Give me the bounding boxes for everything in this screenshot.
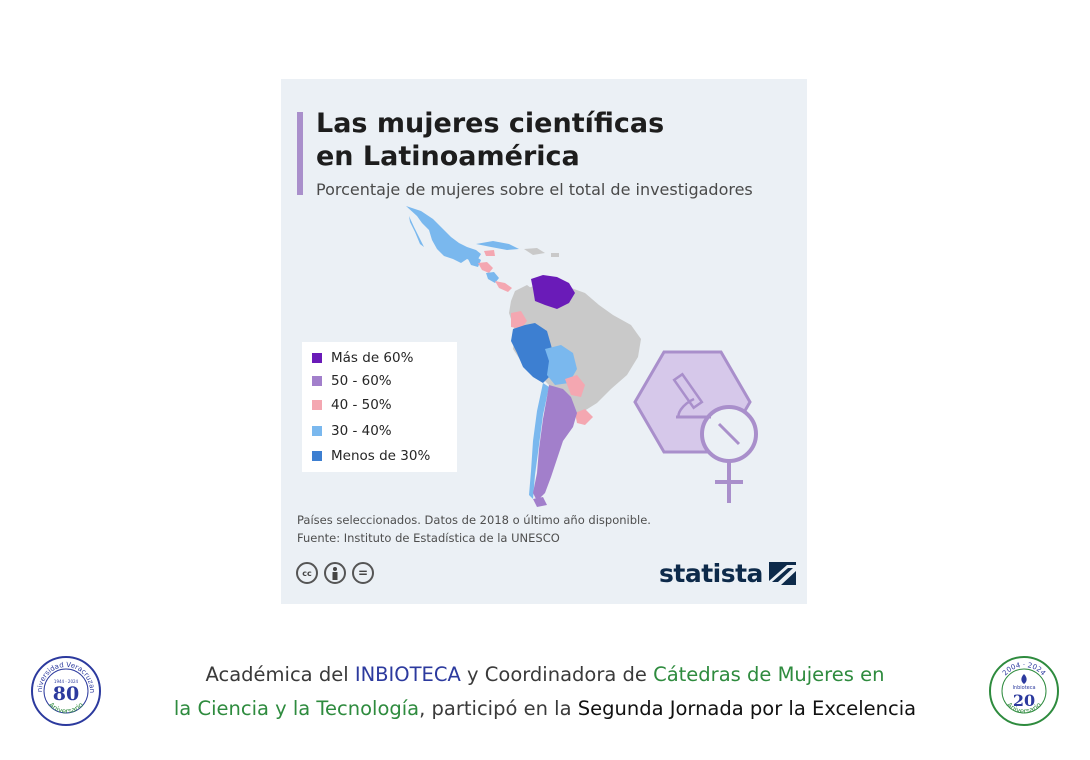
latin-america-map bbox=[406, 206, 758, 507]
event-name-text: Segunda Jornada por la Excelencia bbox=[577, 697, 917, 720]
country-ecuador bbox=[511, 311, 527, 329]
country-mexico bbox=[406, 206, 481, 263]
svg-text:Aniversario: Aniversario bbox=[47, 701, 85, 715]
country-peru bbox=[511, 323, 555, 383]
country-paraguay bbox=[565, 375, 585, 397]
license-icons: cc = bbox=[296, 562, 374, 584]
legend-label: 40 - 50% bbox=[331, 397, 392, 413]
legend-label: Más de 60% bbox=[331, 350, 414, 366]
uv-bottom-text: Aniversario bbox=[47, 701, 85, 715]
country-argentina bbox=[533, 385, 577, 501]
legend-item: Menos de 30% bbox=[312, 446, 430, 466]
flame-icon bbox=[1021, 674, 1027, 684]
legend-item: Más de 60% bbox=[312, 348, 413, 368]
legend-label: Menos de 30% bbox=[331, 448, 431, 464]
country-caribbean-b bbox=[484, 250, 495, 256]
country-cuba bbox=[476, 241, 519, 250]
legend-swatch bbox=[312, 376, 322, 386]
legend-label: 50 - 60% bbox=[331, 373, 392, 389]
country-central-america-b bbox=[478, 262, 493, 273]
legend-label: 30 - 40% bbox=[331, 423, 392, 439]
inbioteca-name: Inbioteca bbox=[1012, 685, 1035, 691]
attribution-icon[interactable] bbox=[324, 562, 346, 584]
legend-item: 30 - 40% bbox=[312, 421, 392, 441]
data-source: Fuente: Instituto de Estadística de la U… bbox=[297, 531, 560, 545]
caption-text: y Coordinadora de bbox=[460, 663, 654, 686]
inbioteca-name-text: INBIOTECA bbox=[354, 663, 461, 686]
catedras-name-text-cont: la Ciencia y la Tecnología bbox=[173, 697, 420, 720]
country-argentina-south bbox=[533, 497, 547, 507]
inbioteca-bottom-text: Aniversario bbox=[1005, 701, 1043, 715]
inbioteca-number: 20 bbox=[1013, 691, 1035, 710]
caption-line-1: Académica del INBIOTECA y Coordinadora d… bbox=[100, 658, 990, 691]
brand-name: statista bbox=[659, 559, 763, 588]
legend-swatch bbox=[312, 353, 322, 363]
infographic-title: Las mujeres científicas en Latinoamérica bbox=[316, 107, 776, 173]
cc-icon[interactable]: cc bbox=[296, 562, 318, 584]
legend-swatch bbox=[312, 451, 322, 461]
uv-80-anniversary-emblem: Universidad Veracruzana Aniversario 1944… bbox=[30, 655, 101, 726]
statista-logo[interactable]: statista bbox=[659, 559, 796, 588]
title-line-1: Las mujeres científicas bbox=[316, 108, 665, 139]
svg-text:Aniversario: Aniversario bbox=[1005, 701, 1043, 715]
legend-swatch bbox=[312, 400, 322, 410]
country-hispaniola bbox=[524, 248, 545, 255]
infographic-card: Las mujeres científicas en Latinoamérica… bbox=[281, 79, 807, 604]
legend-item: 40 - 50% bbox=[312, 395, 392, 415]
country-central-america-d bbox=[495, 281, 512, 292]
country-brazil-region bbox=[513, 283, 641, 429]
caption-text: Académica del bbox=[205, 663, 355, 686]
no-derivatives-icon[interactable]: = bbox=[352, 562, 374, 584]
legend-swatch bbox=[312, 426, 322, 436]
inbioteca-20-anniversary-emblem: 2004 · 2024 Aniversario Inbioteca 20 bbox=[989, 656, 1059, 726]
female-scientist-icon bbox=[633, 350, 758, 503]
country-uruguay bbox=[575, 409, 593, 425]
caption-text: , participó en la bbox=[419, 697, 578, 720]
statista-mark-icon bbox=[768, 562, 796, 585]
country-central-america-a bbox=[467, 256, 481, 267]
title-accent-bar bbox=[297, 112, 303, 195]
uv-number: 80 bbox=[53, 683, 79, 705]
uv-years: 1944 · 2024 bbox=[54, 679, 79, 684]
catedras-name-text: Cátedras de Mujeres en bbox=[653, 663, 885, 686]
country-central-america-c bbox=[486, 272, 499, 283]
country-puerto-rico bbox=[551, 253, 559, 257]
map-legend: Más de 60% 50 - 60% 40 - 50% 30 - 40% Me… bbox=[302, 342, 457, 472]
country-bolivia bbox=[545, 345, 577, 385]
country-venezuela bbox=[531, 275, 575, 309]
infographic-subtitle: Porcentaje de mujeres sobre el total de … bbox=[316, 180, 753, 199]
title-line-2: en Latinoamérica bbox=[316, 141, 580, 172]
caption-line-2: la Ciencia y la Tecnología, participó en… bbox=[100, 692, 990, 725]
data-note: Países seleccionados. Datos de 2018 o úl… bbox=[297, 513, 651, 527]
legend-item: 50 - 60% bbox=[312, 371, 392, 391]
country-chile bbox=[529, 383, 549, 499]
